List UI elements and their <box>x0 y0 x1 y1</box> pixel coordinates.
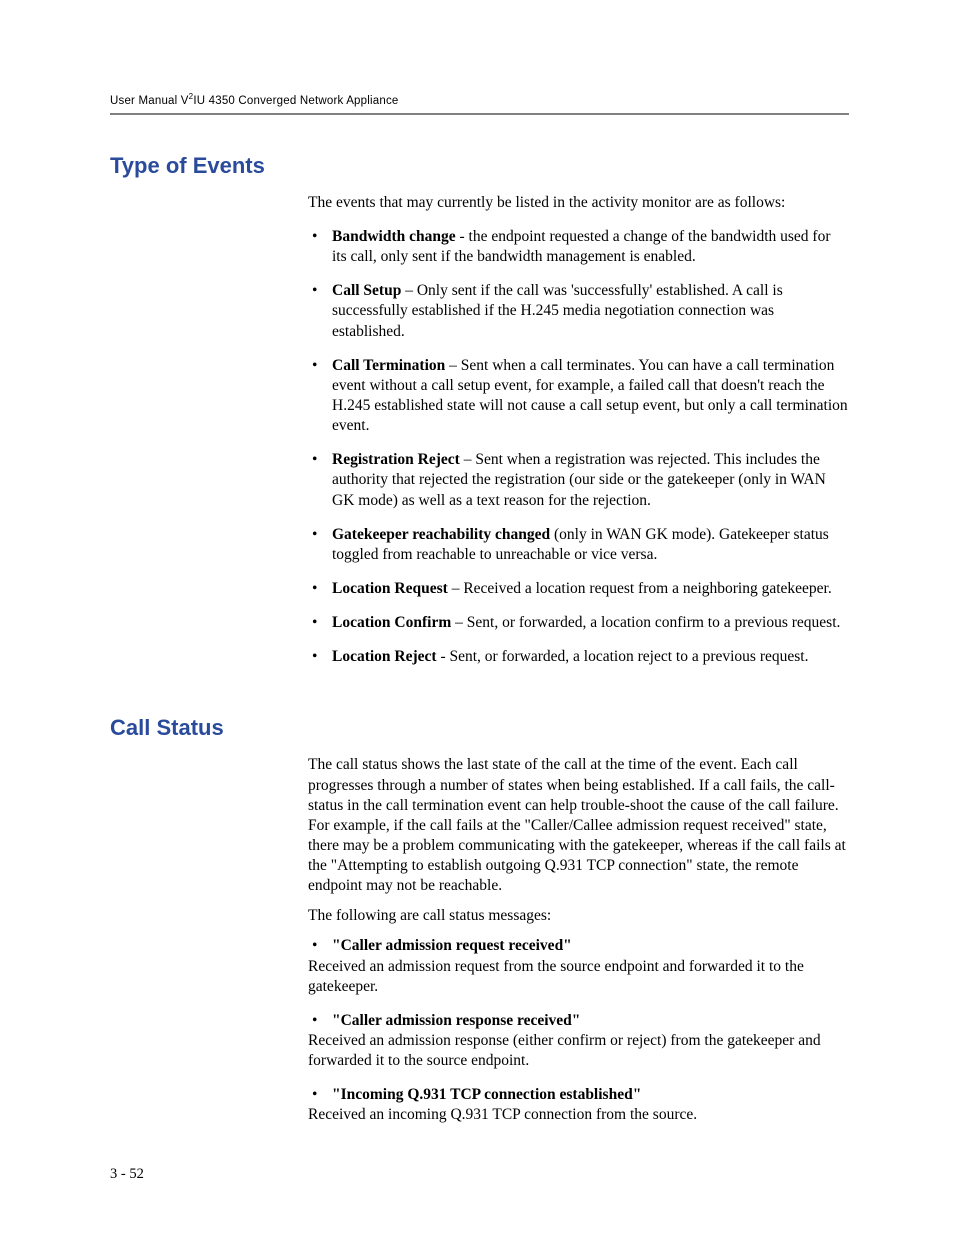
status-name: "Incoming Q.931 TCP connection establish… <box>332 1086 641 1103</box>
list-item: Bandwidth change - the endpoint requeste… <box>308 227 849 267</box>
status-item: •"Caller admission request received" Rec… <box>308 936 849 996</box>
section2-lead: The following are call status messages: <box>308 906 849 926</box>
event-name: Bandwidth change <box>332 228 456 245</box>
event-name: Gatekeeper reachability changed <box>332 526 550 543</box>
event-name: Call Termination <box>332 357 445 374</box>
status-name: "Caller admission response received" <box>332 1012 580 1029</box>
heading-call-status: Call Status <box>110 715 849 741</box>
status-name: "Caller admission request received" <box>332 937 572 954</box>
section2-content: The call status shows the last state of … <box>308 755 849 1125</box>
list-item: Location Confirm – Sent, or forwarded, a… <box>308 613 849 633</box>
event-desc: – Received a location request from a nei… <box>448 580 832 597</box>
status-item: •"Incoming Q.931 TCP connection establis… <box>308 1085 849 1125</box>
running-header: User Manual V2IU 4350 Converged Network … <box>110 92 849 107</box>
list-item: Registration Reject – Sent when a regist… <box>308 450 849 510</box>
list-item: Gatekeeper reachability changed (only in… <box>308 525 849 565</box>
event-name: Call Setup <box>332 282 401 299</box>
section2-para: The call status shows the last state of … <box>308 755 849 896</box>
status-desc: Received an incoming Q.931 TCP connectio… <box>308 1106 697 1123</box>
event-desc: – Sent, or forwarded, a location confirm… <box>451 614 840 631</box>
heading-type-of-events: Type of Events <box>110 153 849 179</box>
event-name: Registration Reject <box>332 451 460 468</box>
list-item: Location Request – Received a location r… <box>308 579 849 599</box>
section1-intro: The events that may currently be listed … <box>308 193 849 213</box>
list-item: Location Reject - Sent, or forwarded, a … <box>308 647 849 667</box>
status-desc: Received an admission request from the s… <box>308 958 804 995</box>
status-desc: Received an admission response (either c… <box>308 1032 821 1069</box>
header-suffix: IU 4350 Converged Network Appliance <box>193 95 398 107</box>
bullet-icon: • <box>308 936 332 956</box>
section1-content: The events that may currently be listed … <box>308 193 849 668</box>
event-name: Location Confirm <box>332 614 451 631</box>
header-prefix: User Manual V <box>110 95 189 107</box>
list-item: Call Termination – Sent when a call term… <box>308 356 849 437</box>
page-number: 3 - 52 <box>110 1166 144 1183</box>
status-item: •"Caller admission response received" Re… <box>308 1011 849 1071</box>
bullet-icon: • <box>308 1085 332 1105</box>
event-desc: - Sent, or forwarded, a location reject … <box>437 648 809 665</box>
bullet-icon: • <box>308 1011 332 1031</box>
header-rule <box>110 113 849 115</box>
event-name: Location Request <box>332 580 448 597</box>
page: User Manual V2IU 4350 Converged Network … <box>0 0 954 1235</box>
events-list: Bandwidth change - the endpoint requeste… <box>308 227 849 667</box>
event-name: Location Reject <box>332 648 437 665</box>
list-item: Call Setup – Only sent if the call was '… <box>308 281 849 341</box>
